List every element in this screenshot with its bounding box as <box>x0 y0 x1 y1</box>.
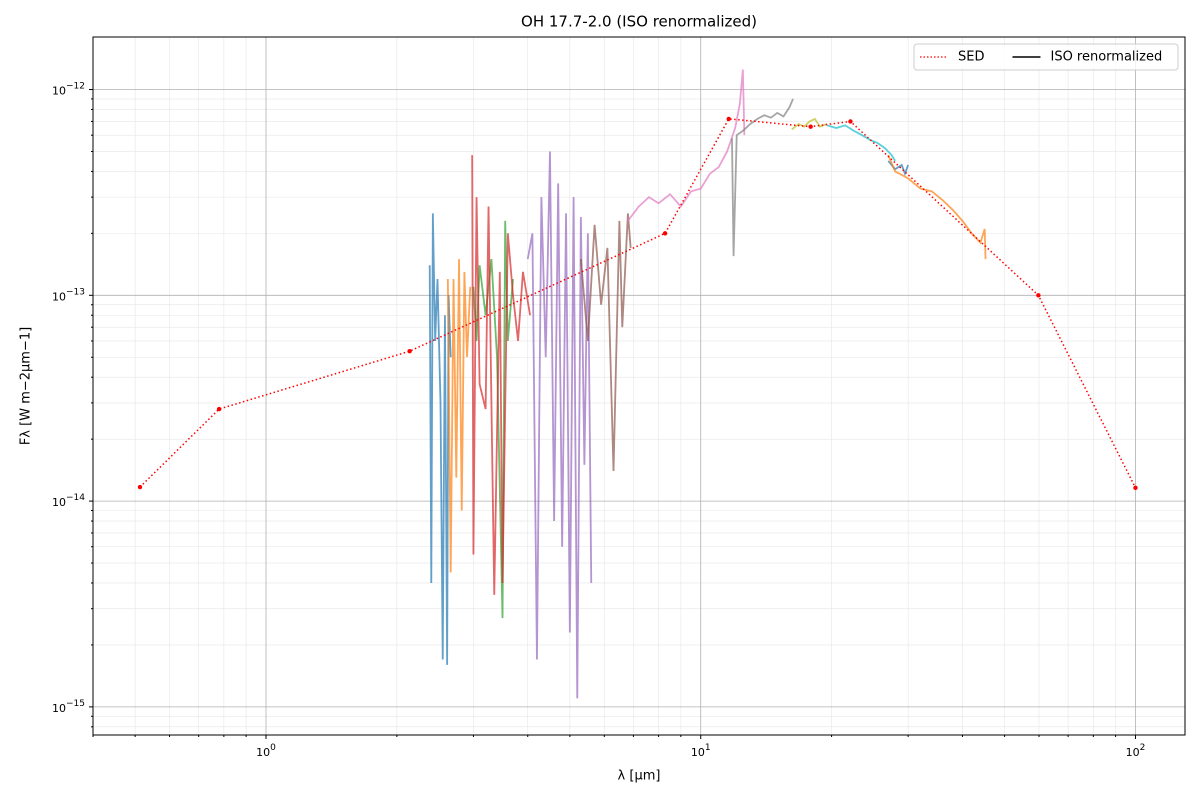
sed-point <box>808 124 813 129</box>
legend-label: SED <box>958 50 984 65</box>
series-line <box>579 213 632 472</box>
plot-area <box>137 69 1138 699</box>
series-line <box>791 117 828 131</box>
sed-point <box>137 484 143 490</box>
sed-point <box>1133 485 1138 491</box>
sed-point <box>726 116 731 122</box>
series-line <box>446 259 472 573</box>
sed-point <box>662 231 668 236</box>
axes-frame <box>92 36 1186 736</box>
series-line <box>731 98 794 257</box>
y-tick-label: 10−15 <box>52 698 85 715</box>
y-tick-label: 10−13 <box>52 287 85 304</box>
series-line <box>139 118 1137 489</box>
series-line <box>526 151 593 699</box>
x-tick-label: 100 <box>256 743 276 760</box>
sed-point <box>1036 293 1041 298</box>
series-line <box>826 124 896 162</box>
series-line <box>887 154 987 260</box>
y-tick-label: 10−14 <box>52 493 85 510</box>
series-line <box>428 213 452 665</box>
grid <box>92 37 1185 735</box>
x-axis-label: λ [μm] <box>618 769 661 784</box>
y-tick-label: 10−12 <box>52 81 85 98</box>
y-axis-label: Fλ [W m−2μm−1] <box>19 327 34 445</box>
series-line <box>471 155 531 595</box>
series-line <box>627 69 746 222</box>
sed-point <box>216 406 222 412</box>
chart-title: OH 17.7-2.0 (ISO renormalized) <box>521 13 757 31</box>
legend: SED ISO renormalized <box>913 43 1179 71</box>
x-tick-label: 101 <box>691 743 711 760</box>
sed-point <box>407 349 412 354</box>
x-tick-label: 102 <box>1126 743 1146 760</box>
sed-point <box>848 119 853 124</box>
legend-box <box>913 43 1179 71</box>
legend-label: ISO renormalized <box>1050 50 1162 65</box>
